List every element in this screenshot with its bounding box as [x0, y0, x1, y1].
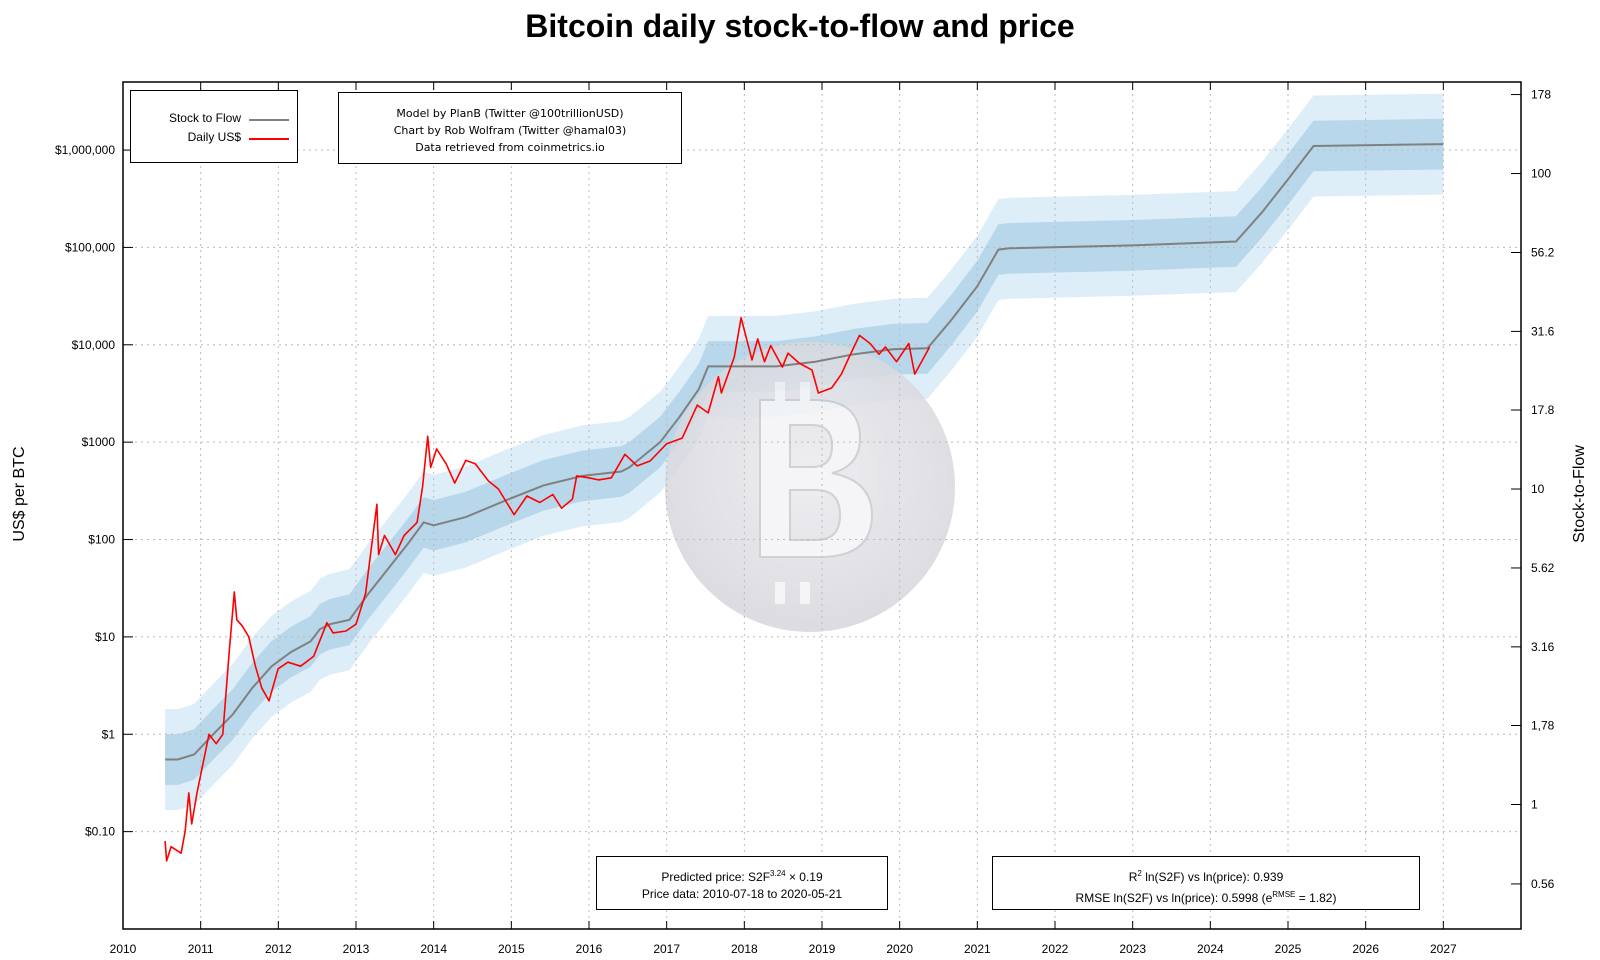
x-tick-label: 2019	[809, 942, 836, 956]
credits-box: Model by PlanB (Twitter @100trillionUSD)…	[338, 92, 682, 164]
credit-data: Data retrieved from coinmetrics.io	[415, 141, 605, 154]
s2f-band-outer	[165, 93, 1444, 810]
x-tick-label: 2023	[1119, 942, 1146, 956]
legend-swatch-s2f	[249, 119, 289, 121]
legend-label-s2f: Stock to Flow	[168, 111, 241, 125]
x-tick-label: 2018	[731, 942, 758, 956]
price-series	[164, 316, 931, 862]
y-tick-label-left: $100	[88, 533, 115, 547]
y-tick-label-right: 56.2	[1531, 245, 1555, 259]
price-line	[164, 316, 931, 862]
prediction-range: Price data: 2010-07-18 to 2020-05-21	[641, 887, 843, 901]
y-tick-label-left: $100,000	[65, 240, 115, 254]
y-tick-label-left: $1,000,000	[55, 143, 115, 157]
y-tick-label-right: 17.8	[1531, 403, 1555, 417]
x-tick-label: 2026	[1352, 942, 1379, 956]
y-tick-label-right: 5.62	[1531, 561, 1555, 575]
x-tick-label: 2021	[964, 942, 991, 956]
x-tick-label: 2015	[498, 942, 525, 956]
credit-model: Model by PlanB (Twitter @100trillionUSD)	[396, 107, 624, 120]
legend-label-price: Daily US$	[187, 130, 241, 144]
prediction-formula: Predicted price: S2F3.24 × 0.19	[661, 869, 823, 884]
y-tick-label-right: 3.16	[1531, 640, 1555, 654]
s2f-confidence-bands	[165, 93, 1444, 810]
y-tick-label-right: 1	[1531, 797, 1538, 811]
y-tick-label-right: 10	[1531, 482, 1545, 496]
y-tick-label-right: 1,78	[1531, 718, 1555, 732]
x-tick-label: 2024	[1197, 942, 1224, 956]
y-tick-label-left: $1000	[82, 435, 116, 449]
x-tick-label: 2017	[653, 942, 680, 956]
stats-r2: R2 ln(S2F) vs ln(price): 0.939	[1128, 869, 1284, 884]
y-tick-label-right: 178	[1531, 88, 1551, 102]
x-tick-label: 2014	[420, 942, 447, 956]
chart-title: Bitcoin daily stock-to-flow and price	[525, 8, 1075, 44]
y-axis-right-label: Stock-to-Flow	[1571, 445, 1588, 543]
legend-swatch-price	[249, 138, 289, 140]
x-tick-label: 2016	[576, 942, 603, 956]
bitcoin-watermark-icon	[665, 342, 955, 632]
grid-lines	[123, 82, 1521, 929]
x-tick-label: 2022	[1042, 942, 1069, 956]
y-tick-label-left: $10	[95, 630, 115, 644]
stats-box: R2 ln(S2F) vs ln(price): 0.939 RMSE ln(S…	[992, 856, 1420, 910]
y-tick-label-right: 100	[1531, 167, 1551, 181]
x-tick-label: 2013	[343, 942, 370, 956]
x-tick-label: 2011	[188, 942, 214, 956]
y-tick-label-right: 0.56	[1531, 877, 1555, 891]
y-axis-left-label: US$ per BTC	[11, 446, 28, 542]
s2f-series	[165, 143, 1444, 761]
legend: Stock to Flow Daily US$	[130, 90, 298, 163]
x-tick-label: 2025	[1275, 942, 1302, 956]
x-tick-label: 2020	[886, 942, 913, 956]
x-tick-label: 2012	[265, 942, 292, 956]
x-tick-label: 2027	[1430, 942, 1457, 956]
stats-rmse: RMSE ln(S2F) vs ln(price): 0.5998 (eRMSE…	[1075, 890, 1337, 905]
y-tick-label-left: $10,000	[72, 338, 116, 352]
credit-chart: Chart by Rob Wolfram (Twitter @hamal03)	[393, 124, 627, 137]
y-tick-label-right: 31.6	[1531, 324, 1555, 338]
prediction-box: Predicted price: S2F3.24 × 0.19 Price da…	[596, 856, 888, 910]
y-tick-label-left: $1	[102, 727, 116, 741]
y-tick-label-left: $0.10	[85, 825, 115, 839]
s2f-line	[165, 143, 1444, 761]
x-tick-label: 2010	[110, 942, 137, 956]
axes: 2010 2011 2012 2013 2014 2015 2016 2017 2018 2019…	[55, 82, 1555, 956]
